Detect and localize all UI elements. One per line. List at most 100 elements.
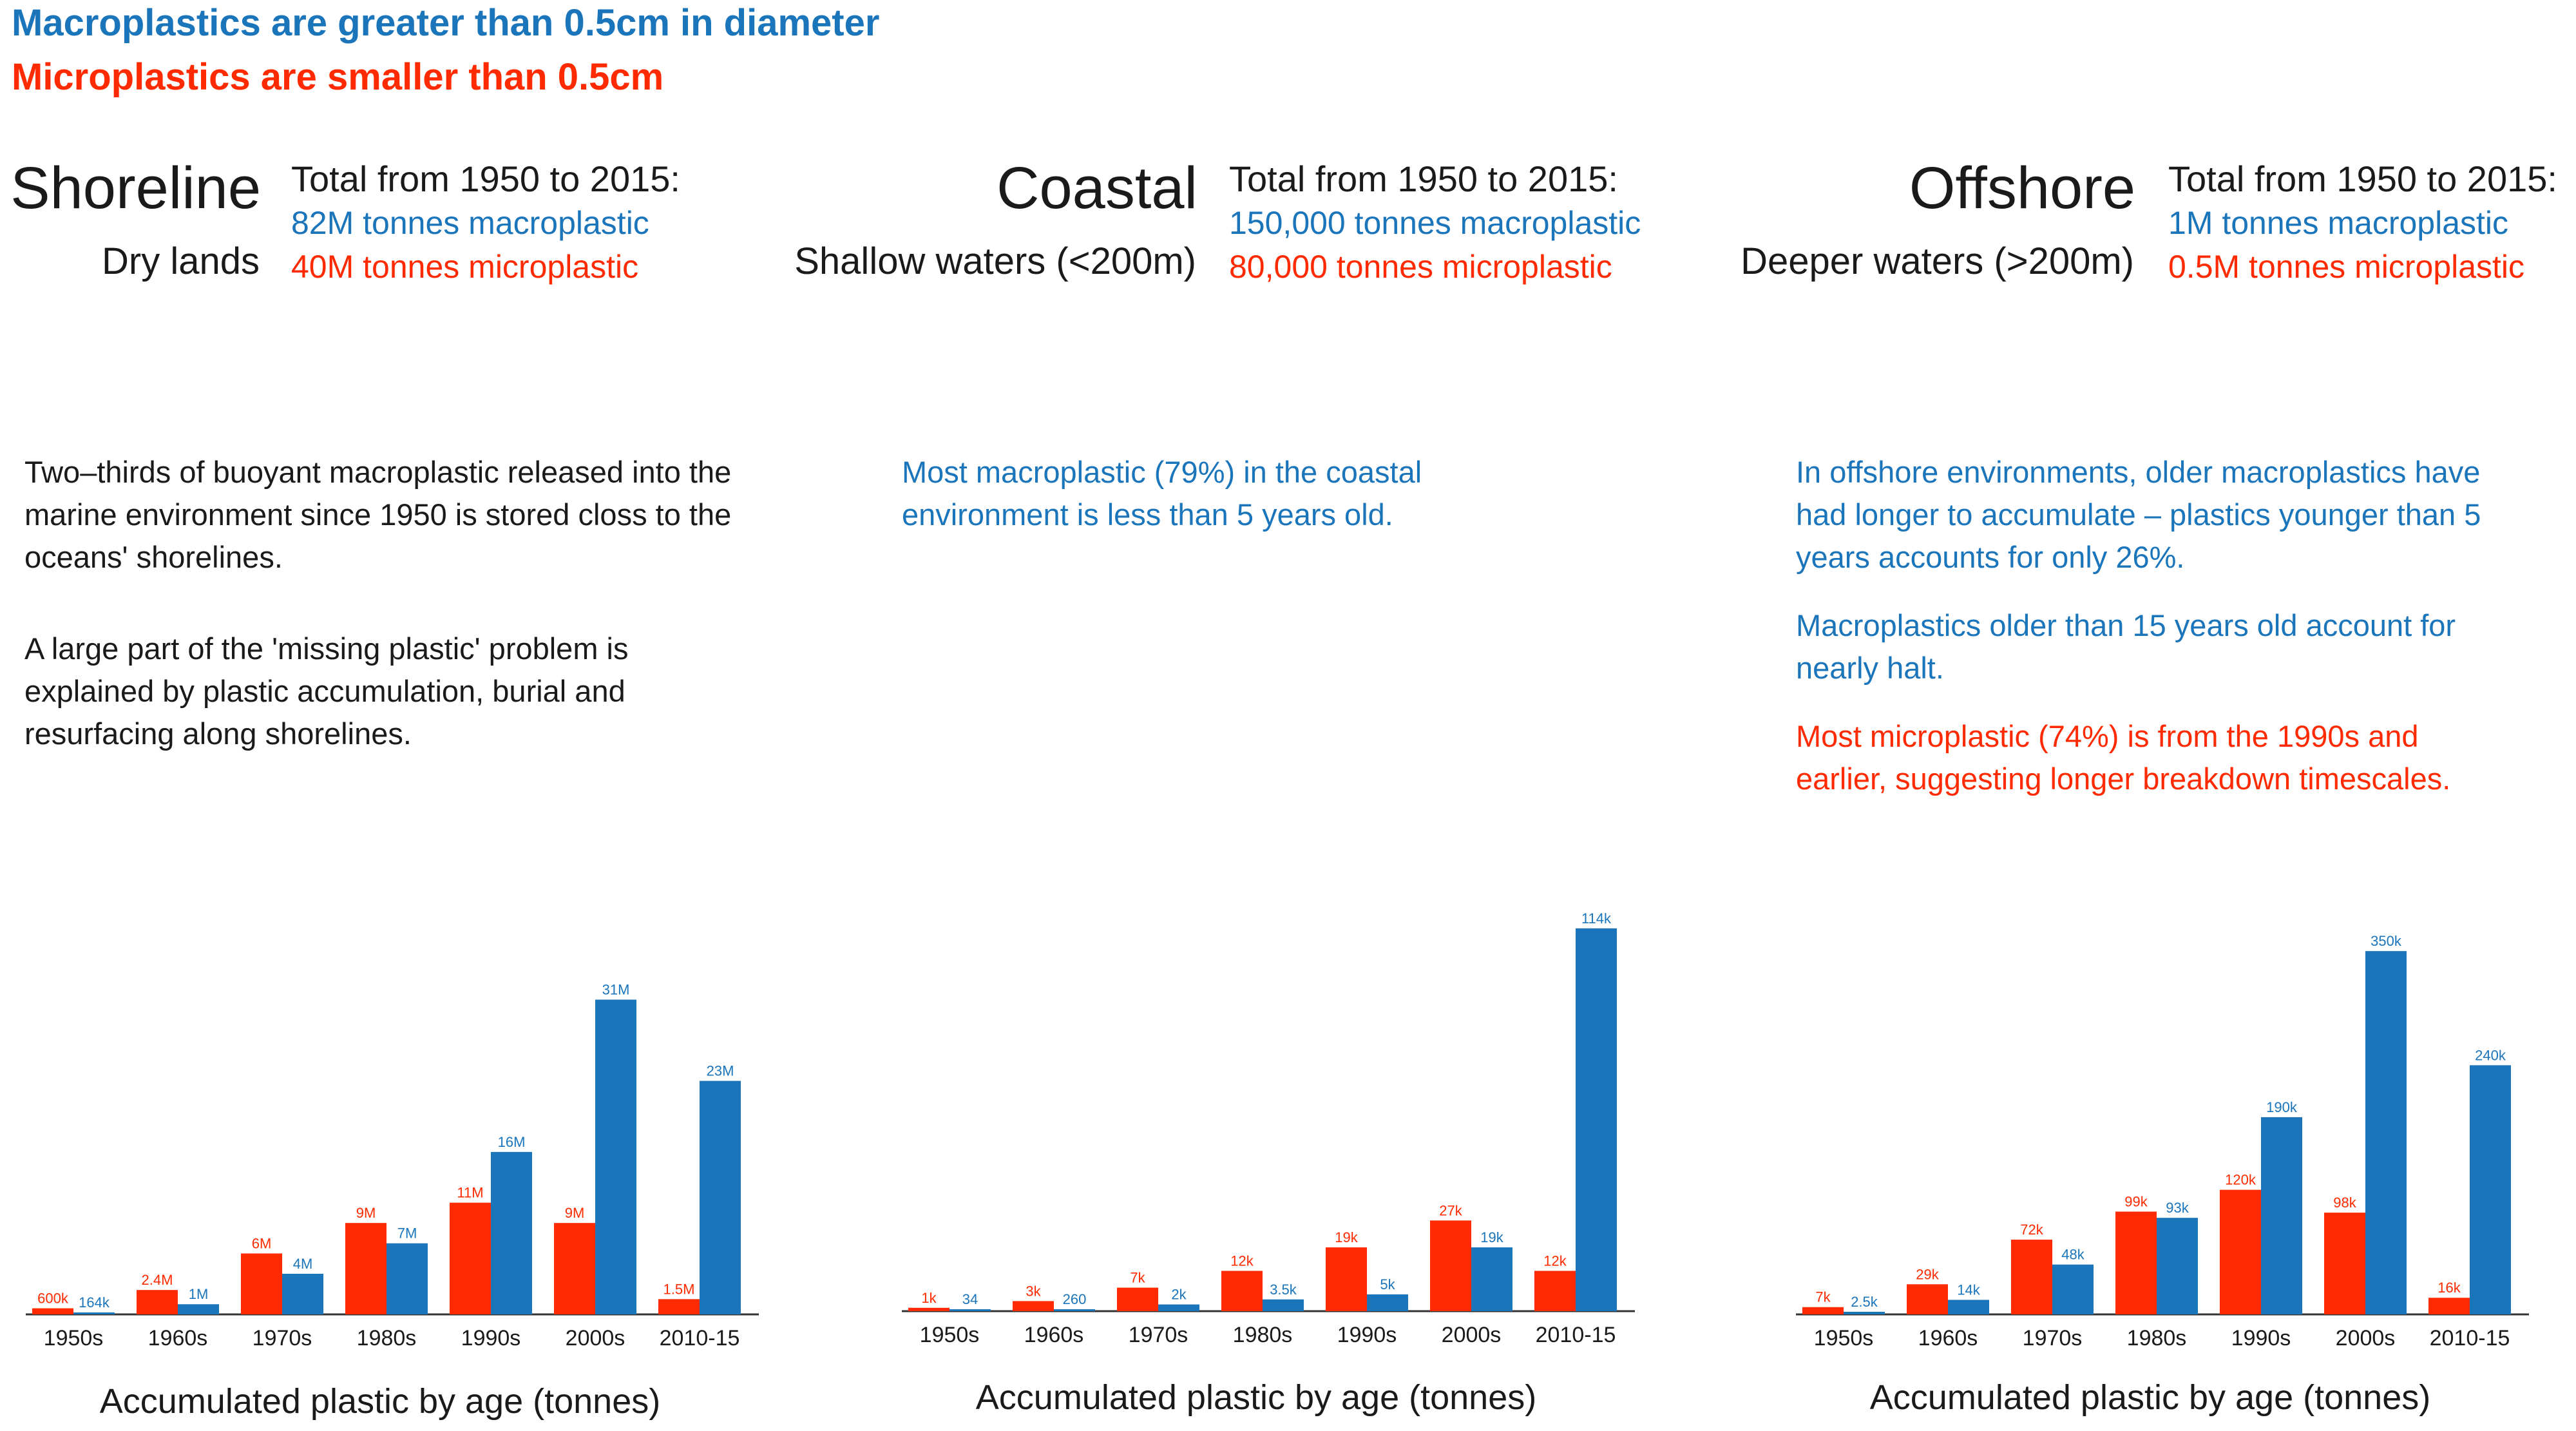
region-subtitle-coastal: Shallow waters (<200m) [794, 240, 1196, 282]
bar-chart-coastal: 1k 34 1950s 3k 260 1960s 7k 2k 1970s 12k 3.5k 1980s… [902, 910, 1635, 1347]
bar-micro-2010-15 [658, 1299, 700, 1314]
bar-micro-2010-15 [1534, 1271, 1576, 1311]
bar-macro-2010-15 [700, 1080, 741, 1314]
axis-title-shoreline: Accumulated plastic by age (tonnes) [99, 1382, 661, 1421]
macro-total: 1M tonnes macroplastic [2168, 205, 2509, 241]
value-label-macro-1990s: 5k [1380, 1276, 1395, 1292]
x-tick-label-1960s: 1960s [1024, 1323, 1084, 1347]
value-label-micro-1970s: 72k [2020, 1222, 2043, 1238]
x-tick-label-2000s: 2000s [1442, 1323, 1502, 1347]
x-tick-label-1950s: 1950s [920, 1323, 980, 1347]
value-label-macro-2000s: 31M [602, 982, 630, 998]
bar-micro-1970s [241, 1253, 282, 1314]
bar-macro-1960s [1948, 1300, 1989, 1314]
bar-micro-1990s [2220, 1189, 2261, 1314]
bar-macro-1970s [1158, 1304, 1199, 1311]
bar-macro-2010-15 [2470, 1065, 2511, 1314]
value-label-micro-1960s: 2.4M [142, 1272, 173, 1288]
value-label-macro-2010-15: 114k [1581, 910, 1612, 927]
x-tick-label-2010-15: 2010-15 [1536, 1323, 1616, 1347]
bar-macro-1960s [178, 1304, 219, 1314]
bar-micro-2010-15 [2428, 1298, 2470, 1314]
note-coastal: Most macroplastic (79%) in the coastal e… [902, 451, 1533, 585]
bar-chart-shoreline: 600k 164k 1950s 2.4M 1M 1960s 6M 4M 1970s 9M 7M 198… [26, 982, 759, 1350]
bar-macro-1970s [282, 1273, 323, 1314]
note-paragraph: Two–thirds of buoyant macroplastic relea… [24, 455, 732, 574]
bar-micro-1960s [137, 1290, 178, 1314]
bar-micro-1950s [32, 1308, 73, 1314]
x-tick-label-2010-15: 2010-15 [2430, 1326, 2510, 1350]
region-subtitle-shoreline: Dry lands [102, 240, 260, 282]
value-label-macro-1980s: 7M [397, 1225, 417, 1242]
note-paragraph: Macroplastics older than 15 years old ac… [1796, 608, 2456, 685]
value-label-micro-1950s: 600k [37, 1291, 69, 1307]
value-label-macro-2000s: 350k [2371, 933, 2402, 949]
x-tick-label-1970s: 1970s [2023, 1326, 2083, 1350]
bar-macro-1990s [2261, 1117, 2302, 1314]
bar-micro-1980s [2115, 1211, 2157, 1314]
bar-macro-1980s [2157, 1218, 2198, 1314]
totals-heading: Total from 1950 to 2015: [2168, 158, 2557, 199]
value-label-micro-1970s: 6M [252, 1235, 272, 1251]
x-tick-label-1990s: 1990s [461, 1326, 521, 1350]
value-label-micro-1980s: 99k [2124, 1194, 2148, 1210]
x-tick-label-1980s: 1980s [1233, 1323, 1293, 1347]
value-label-macro-2010-15: 23M [707, 1063, 734, 1079]
bar-macro-1950s [949, 1309, 991, 1311]
x-tick-label-1950s: 1950s [44, 1326, 104, 1350]
value-label-micro-1980s: 9M [356, 1205, 376, 1221]
legend-micro: Microplastics are smaller than 0.5cm [12, 56, 664, 98]
bar-macro-1980s [386, 1243, 428, 1314]
value-label-macro-1960s: 260 [1063, 1291, 1087, 1307]
bar-macro-1950s [1844, 1311, 1885, 1314]
value-label-macro-1950s: 2.5k [1851, 1294, 1878, 1310]
x-tick-label-1960s: 1960s [1918, 1326, 1978, 1350]
note-paragraph: Most macroplastic (79%) in the coastal e… [902, 455, 1422, 532]
value-label-micro-1970s: 7k [1130, 1270, 1145, 1286]
value-label-micro-2000s: 27k [1439, 1202, 1462, 1218]
bar-micro-1980s [345, 1223, 386, 1314]
x-tick-label-1950s: 1950s [1814, 1326, 1874, 1350]
totals-shoreline: Total from 1950 to 2015: 82M tonnes macr… [291, 157, 680, 289]
value-label-macro-2000s: 19k [1480, 1229, 1503, 1245]
value-label-micro-2010-15: 1.5M [663, 1281, 695, 1297]
bar-micro-1990s [450, 1202, 491, 1314]
bar-micro-1950s [908, 1307, 949, 1311]
totals-coastal: Total from 1950 to 2015: 150,000 tonnes … [1229, 157, 1641, 289]
note-offshore: In offshore environments, older macropla… [1796, 451, 2517, 849]
value-label-macro-1980s: 3.5k [1270, 1282, 1297, 1298]
value-label-micro-1990s: 19k [1335, 1229, 1358, 1245]
bar-micro-1960s [1013, 1301, 1054, 1311]
x-tick-label-1990s: 1990s [2231, 1326, 2291, 1350]
value-label-macro-1970s: 48k [2061, 1247, 2085, 1263]
bar-micro-2000s [1430, 1220, 1471, 1311]
value-label-micro-1950s: 7k [1815, 1289, 1831, 1305]
value-label-micro-2000s: 98k [2333, 1195, 2356, 1211]
legend-macro: Macroplastics are greater than 0.5cm in … [12, 2, 880, 44]
note-shoreline: Two–thirds of buoyant macroplastic relea… [24, 451, 759, 804]
x-tick-label-1990s: 1990s [1337, 1323, 1397, 1347]
totals-offshore: Total from 1950 to 2015: 1M tonnes macro… [2168, 157, 2557, 289]
value-label-micro-1990s: 120k [2225, 1172, 2256, 1188]
value-label-micro-1990s: 11M [457, 1185, 483, 1201]
value-label-macro-1980s: 93k [2166, 1200, 2189, 1216]
x-tick-label-1970s: 1970s [1129, 1323, 1188, 1347]
region-subtitle-offshore: Deeper waters (>200m) [1741, 240, 2134, 282]
bar-macro-1950s [73, 1312, 115, 1314]
value-label-micro-1980s: 12k [1230, 1253, 1254, 1269]
bar-micro-1950s [1802, 1307, 1844, 1314]
value-label-micro-1960s: 3k [1026, 1283, 1041, 1299]
micro-total: 80,000 tonnes microplastic [1229, 249, 1612, 285]
value-label-macro-1960s: 14k [1957, 1282, 1980, 1298]
macro-total: 82M tonnes macroplastic [291, 205, 649, 241]
bar-macro-2000s [1471, 1247, 1512, 1311]
x-tick-label-1980s: 1980s [357, 1326, 417, 1350]
micro-total: 0.5M tonnes microplastic [2168, 249, 2525, 285]
axis-title-coastal: Accumulated plastic by age (tonnes) [975, 1378, 1537, 1417]
bar-macro-1980s [1263, 1299, 1304, 1311]
bar-macro-1990s [491, 1151, 532, 1314]
value-label-macro-1990s: 190k [2266, 1099, 2298, 1115]
value-label-macro-1950s: 164k [79, 1294, 110, 1311]
bar-macro-1960s [1054, 1309, 1095, 1311]
x-tick-label-1960s: 1960s [148, 1326, 208, 1350]
